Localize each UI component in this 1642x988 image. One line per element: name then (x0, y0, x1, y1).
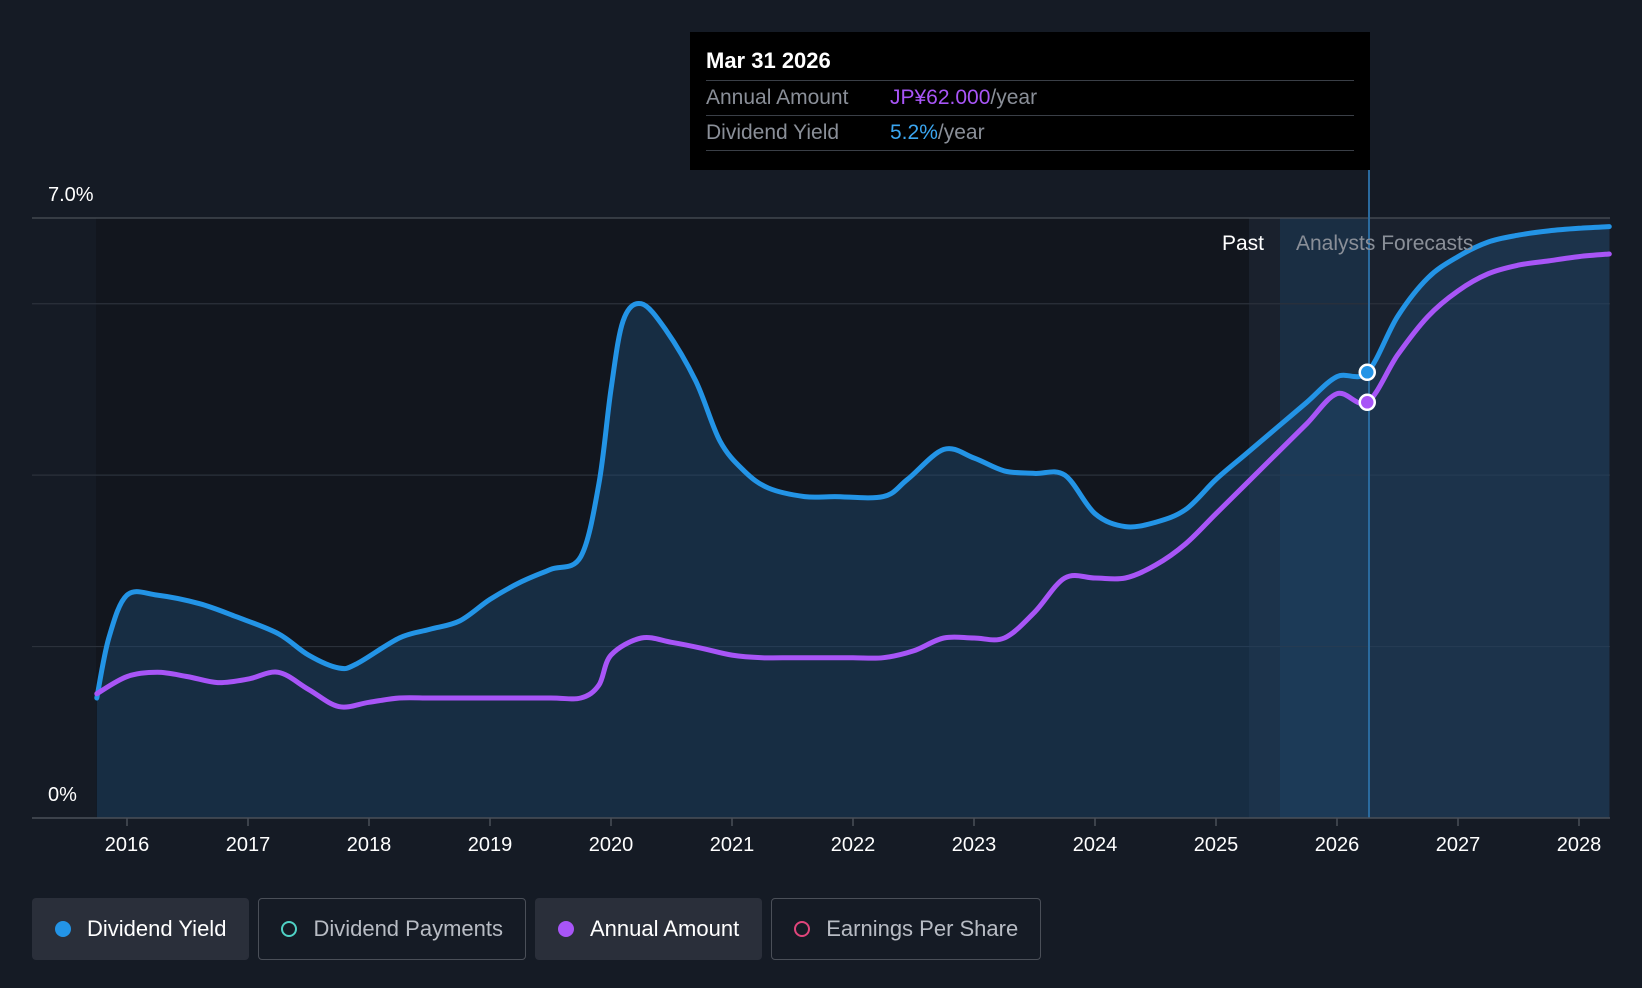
past-region-background (96, 218, 1249, 818)
chart-tooltip: Mar 31 2026 Annual Amount JP¥62.000 /yea… (690, 32, 1370, 170)
tooltip-annual-amount-row: Annual Amount JP¥62.000 /year (706, 81, 1354, 116)
chart-legend: Dividend Yield Dividend Payments Annual … (32, 898, 1042, 960)
x-tick-label: 2022 (831, 834, 876, 856)
annual-amount-line (94, 251, 1612, 710)
x-tick-label: 2023 (952, 834, 997, 856)
legend-dividend-yield-label: Dividend Yield (87, 916, 227, 941)
legend-dividend-payments-ring-icon (281, 921, 298, 937)
tooltip-dividend-yield-row: Dividend Yield 5.2% /year (706, 116, 1354, 151)
legend-dividend-payments-label: Dividend Payments (313, 916, 503, 941)
y-axis-bottom-label: 0% (48, 784, 77, 806)
tooltip-dividend-yield-value: 5.2% (890, 121, 938, 144)
y-axis-top-label: 7.0% (48, 184, 94, 206)
forecast-region-label: Analysts Forecasts (1296, 232, 1473, 255)
legend-dividend-payments-button[interactable]: Dividend Payments (258, 898, 526, 960)
x-axis-ticks: 2016 2017 2018 2019 2020 2021 2022 2023 2024 2025… (105, 818, 1602, 856)
legend-earnings-per-share-label: Earnings Per Share (826, 916, 1019, 941)
x-tick-label: 2025 (1194, 834, 1239, 856)
legend-earnings-per-share-ring-icon (794, 921, 811, 937)
tooltip-dividend-yield-unit: /year (937, 121, 985, 144)
tooltip-annual-amount-value: JP¥62.000 (890, 86, 991, 109)
legend-dividend-yield-dot-icon (55, 921, 71, 937)
x-tick-label: 2028 (1557, 834, 1602, 856)
tooltip-annual-amount-unit: /year (990, 86, 1038, 109)
dividend-yield-area (96, 226, 1610, 819)
past-region-label: Past (1222, 232, 1264, 255)
highlight-markers (1358, 363, 1376, 412)
x-tick-label: 2021 (710, 834, 755, 856)
tooltip-annual-amount-label: Annual Amount (706, 86, 849, 109)
series-lines (94, 224, 1612, 710)
x-tick-label: 2018 (347, 834, 392, 856)
x-tick-label: 2024 (1073, 834, 1118, 856)
series-fill-area (96, 226, 1610, 819)
x-tick-label: 2020 (589, 834, 634, 856)
tooltip-date: Mar 31 2026 (706, 46, 1354, 81)
legend-annual-amount-dot-icon (557, 921, 574, 937)
x-tick-label: 2026 (1315, 834, 1360, 856)
dividend-yield-highlight-point (1358, 363, 1376, 382)
legend-dividend-yield-button[interactable]: Dividend Yield (32, 898, 250, 960)
legend-earnings-per-share-button[interactable]: Earnings Per Share (771, 898, 1042, 960)
annual-amount-highlight-point (1358, 393, 1376, 412)
x-tick-label: 2017 (226, 834, 271, 856)
highlight-band (1280, 218, 1369, 818)
x-tick-label: 2019 (468, 834, 513, 856)
legend-annual-amount-label: Annual Amount (589, 916, 740, 941)
x-tick-label: 2016 (105, 834, 150, 856)
tooltip-dividend-yield-label: Dividend Yield (706, 121, 840, 144)
legend-annual-amount-button[interactable]: Annual Amount (534, 898, 763, 960)
dividend-yield-line (94, 224, 1612, 701)
x-tick-label: 2027 (1436, 834, 1481, 856)
